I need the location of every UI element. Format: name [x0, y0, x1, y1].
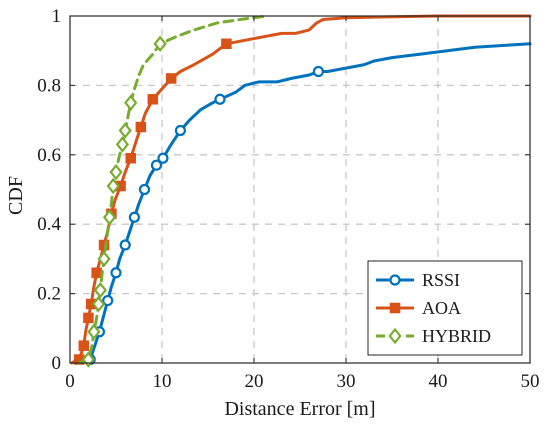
ticks	[69, 15, 531, 364]
rssi-circle-marker	[312, 65, 324, 78]
rssi-circle-marker	[119, 239, 131, 251]
y-tick-label: 0.6	[37, 145, 61, 166]
aoa-square-marker	[125, 153, 136, 164]
axes-box	[69, 15, 531, 364]
legend-entry-rssi: RSSI	[376, 270, 460, 290]
series-layer	[70, 14, 532, 368]
aoa-series	[70, 14, 532, 365]
y-tick-label: 0	[52, 353, 62, 374]
legend-diamond-marker	[388, 327, 402, 345]
rssi-circle-marker	[150, 159, 163, 171]
hybrid-diamond-marker	[91, 295, 106, 313]
legend-label-aoa: AOA	[422, 298, 461, 318]
x-tick-label: 0	[65, 371, 75, 392]
legend-entries: RSSI AOA HYBRID	[376, 270, 491, 346]
y-tick-label: 0.2	[37, 284, 61, 305]
legend-circle-marker	[389, 274, 401, 286]
legend-label-hybrid: HYBRID	[422, 326, 491, 346]
hybrid-diamond-marker	[97, 250, 111, 268]
rssi-circle-marker	[138, 183, 151, 196]
x-tick-label: 20	[245, 371, 264, 392]
aoa-square-marker	[135, 121, 147, 133]
x-axis-title: Distance Error [m]	[224, 398, 375, 420]
legend: RSSI AOA HYBRID	[367, 260, 523, 356]
y-tick-label: 0.8	[37, 75, 61, 96]
rssi-circle-marker	[102, 294, 114, 307]
hybrid-diamond-marker	[93, 281, 107, 299]
rssi-circle-marker	[128, 211, 140, 223]
hybrid-diamond-marker	[118, 122, 132, 139]
legend-square-marker	[389, 302, 401, 314]
y-tick-label: 1	[52, 6, 62, 27]
legend-label-rssi: RSSI	[422, 270, 460, 290]
hybrid-diamond-marker	[124, 94, 138, 112]
rssi-circle-marker	[110, 267, 122, 279]
hybrid-diamond-marker	[153, 35, 167, 53]
aoa-square-marker	[165, 73, 177, 84]
legend-entry-hybrid: HYBRID	[376, 326, 491, 346]
aoa-square-marker	[83, 312, 94, 324]
x-tick-label: 10	[153, 371, 172, 392]
x-tick-label: 50	[521, 371, 540, 392]
y-tick-label: 0.4	[37, 214, 61, 235]
hybrid-diamond-marker	[106, 177, 120, 195]
rssi-circle-marker	[174, 124, 186, 137]
rssi-circle-marker	[157, 152, 169, 164]
y-axis-title: CDF	[5, 176, 27, 215]
legend-entry-aoa: AOA	[376, 298, 461, 318]
aoa-square-marker	[221, 38, 232, 50]
rssi-line	[85, 42, 532, 365]
hybrid-diamond-marker	[115, 136, 130, 153]
hybrid-diamond-marker	[109, 163, 123, 181]
rssi-circle-marker	[214, 93, 226, 105]
tick-labels: 0 10 20 30 40 50 0 0.2 0.4 0.6 0.8 1	[37, 6, 539, 392]
hybrid-series	[77, 14, 270, 368]
aoa-square-marker	[147, 94, 159, 105]
hybrid-diamond-marker	[102, 208, 117, 226]
aoa-square-marker	[78, 340, 90, 351]
x-tick-label: 40	[429, 371, 448, 392]
hybrid-diamond-marker	[87, 323, 101, 341]
aoa-square-marker	[91, 267, 102, 279]
x-tick-label: 30	[337, 371, 356, 392]
